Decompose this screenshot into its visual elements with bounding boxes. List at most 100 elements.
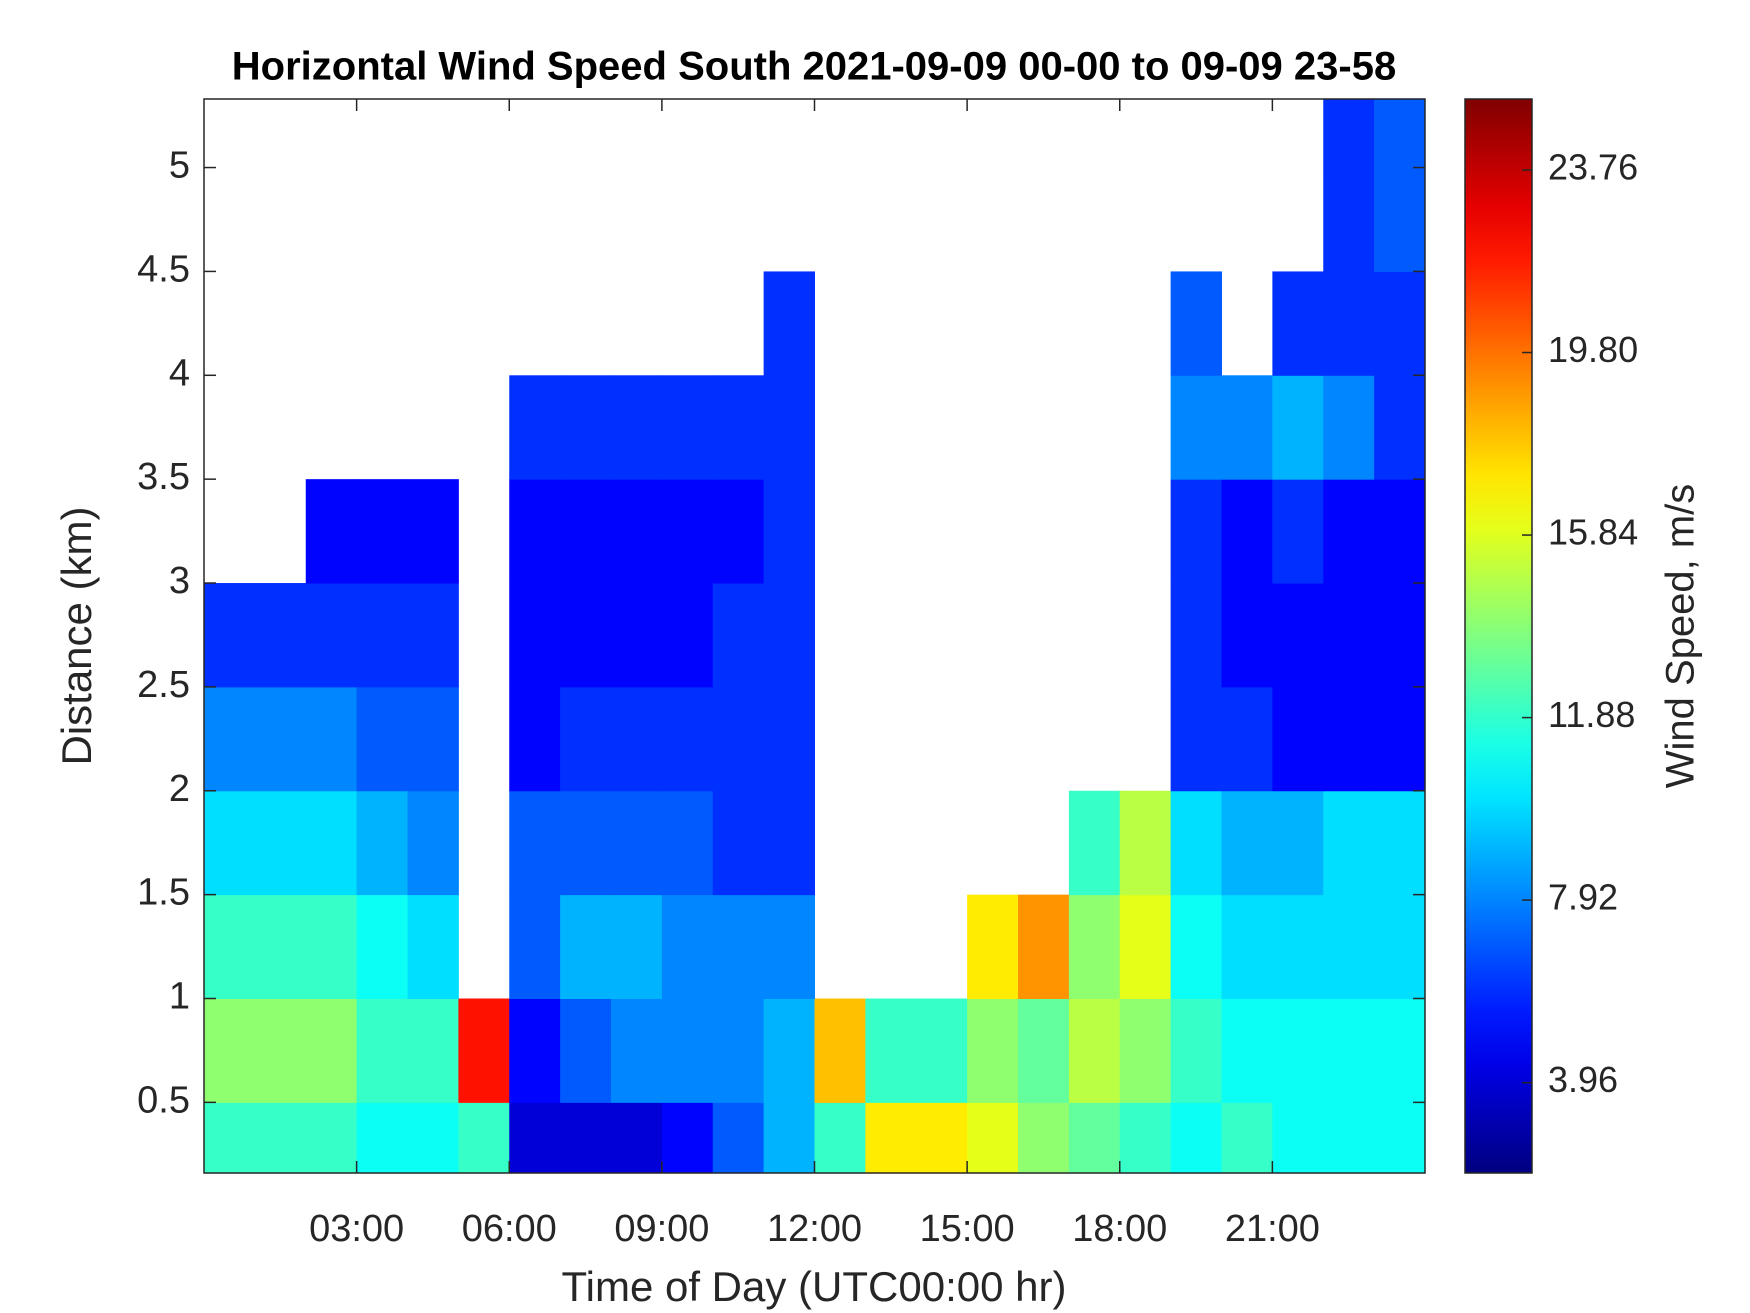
heatmap-cell: [560, 375, 612, 480]
y-tick-label: 0.5: [137, 1079, 190, 1121]
y-tick-label: 4: [169, 352, 190, 394]
heatmap-cell: [916, 1102, 968, 1173]
heatmap-cell: [1068, 1102, 1121, 1173]
heatmap-cell: [763, 686, 815, 792]
heatmap-cell: [509, 790, 561, 896]
heatmap-cell: [254, 1102, 307, 1173]
heatmap-cell: [1323, 271, 1375, 376]
heatmap-cell: [1018, 894, 1070, 1000]
heatmap-cell: [814, 1102, 866, 1173]
heatmap-cell: [254, 998, 307, 1103]
heatmap-cell: [661, 1102, 714, 1173]
heatmap-cell: [204, 894, 256, 1000]
y-tick-label: 5: [169, 145, 190, 187]
y-tick-label: 3.5: [137, 456, 190, 498]
heatmap-cell: [305, 894, 358, 1000]
heatmap-cell: [509, 998, 561, 1103]
heatmap-cell: [509, 479, 561, 584]
heatmap-cell: [1374, 271, 1425, 376]
heatmap-cell: [1119, 894, 1172, 1000]
heatmap-cell: [1221, 1102, 1273, 1173]
heatmap-cell: [458, 998, 510, 1103]
heatmap-cell: [661, 894, 714, 1000]
heatmap-cell: [712, 686, 765, 792]
y-tick-label: 3: [169, 560, 190, 602]
heatmap-cell: [1323, 686, 1375, 792]
heatmap-cell: [712, 998, 765, 1103]
heatmap-cell: [661, 998, 714, 1103]
heatmap-cell: [407, 790, 459, 896]
heatmap-cell: [1170, 790, 1222, 896]
heatmap-cell: [356, 998, 408, 1103]
y-tick-label: 1.5: [137, 872, 190, 914]
heatmap-cell: [1323, 479, 1375, 584]
heatmap-cells: [204, 99, 1425, 1173]
heatmap-cell: [712, 894, 765, 1000]
heatmap-cell: [763, 583, 815, 688]
heatmap-cell: [661, 790, 714, 896]
heatmap-cell: [763, 998, 815, 1103]
heatmap-cell: [305, 686, 358, 792]
heatmap-cell: [458, 1102, 510, 1173]
heatmap-cell: [407, 998, 459, 1103]
heatmap-cell: [1272, 790, 1324, 896]
colorbar: [1464, 98, 1533, 1174]
heatmap-cell: [1272, 479, 1324, 584]
heatmap-cell: [1170, 1102, 1222, 1173]
heatmap-cell: [509, 583, 561, 688]
heatmap-cell: [1272, 271, 1324, 376]
heatmap-cell: [560, 1102, 612, 1173]
heatmap-cell: [967, 894, 1019, 1000]
heatmap-cell: [661, 375, 714, 480]
heatmap-cell: [1374, 99, 1425, 169]
heatmap-cell: [611, 1102, 663, 1173]
heatmap-cell: [611, 479, 663, 584]
heatmap-cell: [916, 998, 968, 1103]
heatmap-cell: [661, 686, 714, 792]
heatmap-cell: [204, 686, 256, 792]
heatmap-cell: [1374, 167, 1425, 272]
y-tick-label: 4.5: [137, 248, 190, 290]
heatmap-cell: [254, 894, 307, 1000]
heatmap-cell: [1170, 583, 1222, 688]
heatmap-cell: [1323, 894, 1375, 1000]
heatmap-cell: [661, 583, 714, 688]
heatmap-cell: [967, 998, 1019, 1103]
heatmap-cell: [356, 1102, 408, 1173]
heatmap-cell: [1374, 375, 1425, 480]
heatmap-cell: [1374, 479, 1425, 584]
heatmap-cell: [1272, 998, 1324, 1103]
colorbar-tick-label: 19.80: [1548, 329, 1638, 370]
heatmap-cell: [865, 1102, 917, 1173]
heatmap-cell: [1119, 790, 1172, 896]
heatmap-cell: [1170, 271, 1222, 376]
heatmap-cell: [1323, 167, 1375, 272]
colorbar-tick-label: 3.96: [1548, 1059, 1618, 1100]
heatmap-cell: [611, 894, 663, 1000]
heatmap-cell: [305, 998, 358, 1103]
heatmap-cell: [1068, 894, 1121, 1000]
heatmap-cell: [1018, 998, 1070, 1103]
heatmap-cell: [509, 686, 561, 792]
heatmap-cell: [560, 790, 612, 896]
heatmap-cell: [1170, 894, 1222, 1000]
heatmap-cell: [254, 583, 307, 688]
heatmap-cell: [611, 375, 663, 480]
x-tick-label: 18:00: [1072, 1208, 1167, 1250]
heatmap-cell: [712, 1102, 765, 1173]
heatmap-cell: [712, 583, 765, 688]
y-axis-label: Distance (km): [53, 506, 100, 765]
heatmap-cell: [1221, 998, 1273, 1103]
colorbar-tick-label: 23.76: [1548, 147, 1638, 188]
x-tick-label: 09:00: [614, 1208, 709, 1250]
heatmap-cell: [204, 790, 256, 896]
y-tick-label: 2: [169, 768, 190, 810]
x-tick-label: 12:00: [767, 1208, 862, 1250]
heatmap-cell: [560, 998, 612, 1103]
heatmap-cell: [1272, 1102, 1324, 1173]
heatmap-cell: [611, 583, 663, 688]
heatmap-cell: [1221, 583, 1273, 688]
chart-title: Horizontal Wind Speed South 2021-09-09 0…: [232, 45, 1396, 89]
heatmap-cell: [1374, 1102, 1425, 1173]
